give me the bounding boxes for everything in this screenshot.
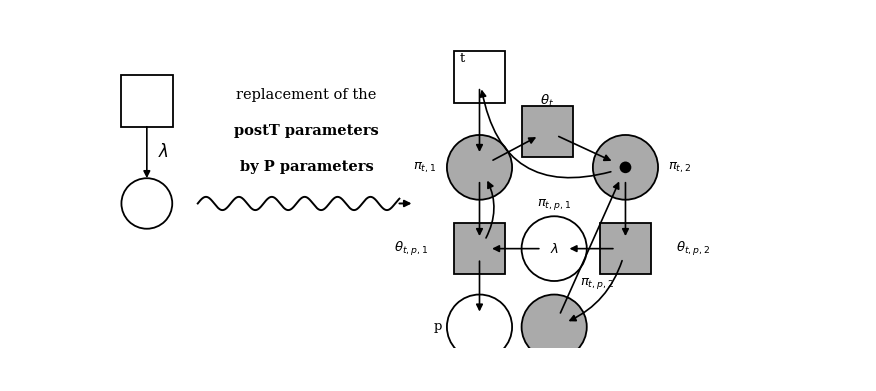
Text: $\pi_{t,p,2}$: $\pi_{t,p,2}$ [580, 276, 614, 291]
Ellipse shape [447, 135, 512, 200]
Bar [121, 75, 173, 127]
Text: postT parameters: postT parameters [234, 124, 378, 138]
Ellipse shape [122, 178, 173, 229]
Bar [454, 223, 505, 274]
Text: $\pi_{t,p,1}$: $\pi_{t,p,1}$ [537, 197, 571, 212]
Text: $\lambda$: $\lambda$ [549, 242, 559, 256]
Text: $\pi_{t,2}$: $\pi_{t,2}$ [668, 160, 691, 174]
Text: $\lambda$: $\lambda$ [159, 143, 169, 161]
Text: by P parameters: by P parameters [239, 160, 373, 174]
Text: $\theta_{t,p,1}$: $\theta_{t,p,1}$ [394, 240, 428, 258]
Bar [454, 51, 505, 103]
Ellipse shape [447, 294, 512, 359]
Bar [600, 223, 651, 274]
Text: $\theta_{t,p,2}$: $\theta_{t,p,2}$ [676, 240, 710, 258]
Ellipse shape [521, 216, 587, 281]
Bar [521, 106, 573, 157]
Ellipse shape [521, 294, 587, 359]
Text: p: p [434, 320, 442, 334]
Text: $\pi_{t,1}$: $\pi_{t,1}$ [413, 160, 437, 174]
Text: $\theta_t$: $\theta_t$ [540, 93, 555, 109]
Text: replacement of the: replacement of the [237, 88, 377, 102]
Ellipse shape [619, 161, 632, 173]
Text: t: t [459, 52, 464, 65]
Ellipse shape [593, 135, 658, 200]
